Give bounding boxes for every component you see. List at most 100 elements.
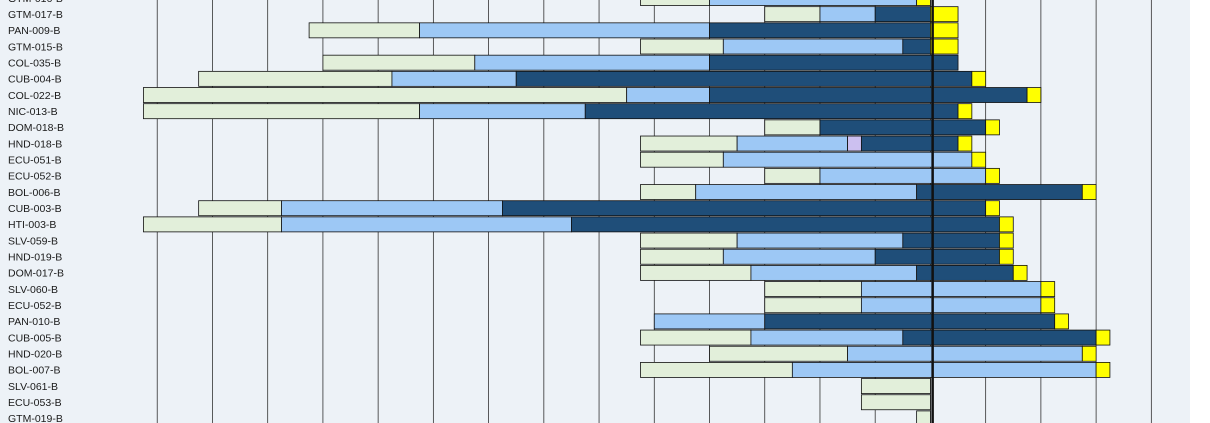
bar-segment [764, 167, 821, 184]
bar-segment [709, 54, 959, 71]
bar-segment [874, 6, 931, 23]
bar-segment [764, 281, 862, 297]
bar-segment [709, 87, 1028, 103]
bar-segment [502, 200, 987, 217]
bar-segment [709, 22, 931, 39]
bar-segment [860, 297, 1042, 314]
bar-segment [515, 70, 973, 87]
bar-segment [999, 248, 1014, 265]
bar-segment [571, 216, 1000, 233]
bar-segment [709, 0, 918, 6]
bar-segment [419, 103, 586, 120]
bar-segment [874, 248, 1000, 265]
bar-segment [722, 151, 973, 168]
bar-segment [198, 200, 282, 217]
row-label: GTM-016-B [8, 0, 63, 5]
bar-segment [143, 216, 282, 233]
bar-segment [1095, 329, 1111, 346]
bar-segment [1012, 264, 1028, 281]
bar-segment [709, 345, 848, 362]
bar-segment [930, 38, 959, 55]
bar-segment [764, 119, 821, 136]
row-label: HTI-003-B [8, 219, 56, 231]
bar-segment [640, 248, 724, 265]
bar-segment [985, 119, 1000, 136]
row-label: HND-019-B [8, 252, 62, 264]
bar-segment [750, 264, 918, 281]
bar-segment [999, 232, 1014, 249]
bar-segment [584, 103, 959, 120]
bar-segment [1054, 313, 1069, 330]
row-label: HND-020-B [8, 349, 62, 361]
bar-segment [308, 22, 420, 39]
bar-segment [750, 329, 904, 346]
bar-segment [736, 135, 848, 152]
bar-segment [930, 22, 959, 39]
bar-segment [971, 151, 987, 168]
bar-segment [957, 135, 973, 152]
bar-segment [722, 38, 904, 55]
row-label: CUB-003-B [8, 203, 62, 215]
bar-segment [985, 167, 1000, 184]
bar-segment [1040, 297, 1056, 314]
bar-segment [198, 70, 393, 87]
bar-segment [916, 0, 931, 6]
bar-segment [957, 103, 973, 120]
bar-segment [640, 151, 724, 168]
row-label: GTM-017-B [8, 9, 63, 21]
bar-segment [764, 297, 862, 314]
bar-segment [640, 329, 752, 346]
row-label: GTM-015-B [8, 41, 63, 53]
bar-segment [640, 362, 793, 378]
bar-segment [791, 362, 1097, 378]
row-label: NIC-013-B [8, 106, 58, 118]
bar-segment [640, 184, 697, 200]
bar-segment [640, 0, 710, 6]
bar-segment [860, 135, 959, 152]
row-label: COL-022-B [8, 90, 61, 102]
bar-segment [640, 135, 738, 152]
bar-segment [902, 232, 1000, 249]
bar-segment [419, 22, 710, 39]
row-label: ECU-052-B [8, 300, 62, 312]
bar-segment [985, 200, 1000, 217]
row-label: SLV-061-B [8, 381, 58, 393]
row-label: GTM-019-B [8, 413, 63, 423]
row-label: CUB-004-B [8, 74, 62, 86]
row-label: BOL-006-B [8, 187, 61, 199]
bar-segment [916, 410, 931, 423]
row-label: DOM-018-B [8, 122, 64, 134]
bar-segment [640, 38, 724, 55]
bar-segment [902, 38, 931, 55]
bar-segment [819, 167, 987, 184]
bar-segment [1081, 184, 1097, 200]
bar-segment [281, 200, 503, 217]
bar-segment [722, 248, 876, 265]
bar-segment [819, 119, 987, 136]
bar-segment [640, 264, 752, 281]
bar-segment [281, 216, 572, 233]
bar-segment [764, 313, 1056, 330]
bar-segment [391, 70, 517, 87]
bar-segment [930, 6, 959, 23]
row-label: SLV-060-B [8, 284, 58, 296]
bar-segment [1026, 87, 1042, 103]
bar-segment [1095, 362, 1111, 378]
bar-segment [1081, 345, 1097, 362]
bar-segment [847, 135, 862, 152]
row-label: ECU-051-B [8, 154, 62, 166]
bar-segment [916, 264, 1014, 281]
row-label: ECU-052-B [8, 171, 62, 183]
row-label: SLV-059-B [8, 235, 58, 247]
bar-segment [640, 232, 738, 249]
bar-segment [1040, 281, 1056, 297]
row-label: CUB-005-B [8, 332, 62, 344]
bar-segment [971, 70, 987, 87]
row-label: COL-035-B [8, 57, 61, 69]
bar-segment [695, 184, 918, 200]
bar-segment [847, 345, 1083, 362]
bar-segment [764, 6, 821, 23]
bar-segment [474, 54, 710, 71]
